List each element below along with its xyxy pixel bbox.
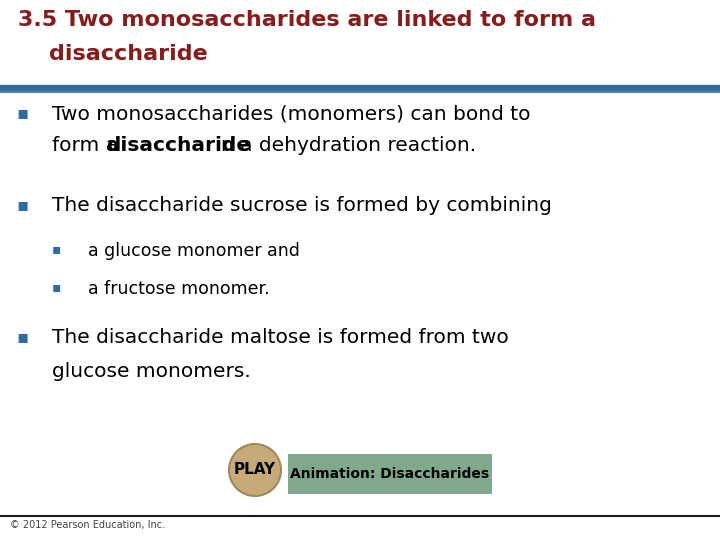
- Text: form a: form a: [52, 136, 125, 155]
- Circle shape: [229, 444, 281, 496]
- Text: ▪: ▪: [16, 104, 28, 122]
- FancyBboxPatch shape: [288, 454, 492, 494]
- Text: The disaccharide maltose is formed from two: The disaccharide maltose is formed from …: [52, 328, 509, 347]
- Text: Two monosaccharides (monomers) can bond to: Two monosaccharides (monomers) can bond …: [52, 104, 531, 123]
- Text: glucose monomers.: glucose monomers.: [52, 362, 251, 381]
- Text: ▪: ▪: [16, 328, 28, 346]
- Text: a fructose monomer.: a fructose monomer.: [88, 280, 269, 298]
- Text: disaccharide: disaccharide: [106, 136, 250, 155]
- Text: disaccharide: disaccharide: [18, 44, 208, 64]
- Text: The disaccharide sucrose is formed by combining: The disaccharide sucrose is formed by co…: [52, 196, 552, 215]
- Text: in a dehydration reaction.: in a dehydration reaction.: [209, 136, 476, 155]
- Text: a glucose monomer and: a glucose monomer and: [88, 242, 300, 260]
- Text: ▪: ▪: [16, 196, 28, 214]
- Text: ▪: ▪: [52, 242, 61, 256]
- Text: 3.5 Two monosaccharides are linked to form a: 3.5 Two monosaccharides are linked to fo…: [18, 10, 596, 30]
- Text: PLAY: PLAY: [234, 462, 276, 477]
- Text: © 2012 Pearson Education, Inc.: © 2012 Pearson Education, Inc.: [10, 520, 165, 530]
- Text: Animation: Disaccharides: Animation: Disaccharides: [290, 467, 490, 481]
- Text: ▪: ▪: [52, 280, 61, 294]
